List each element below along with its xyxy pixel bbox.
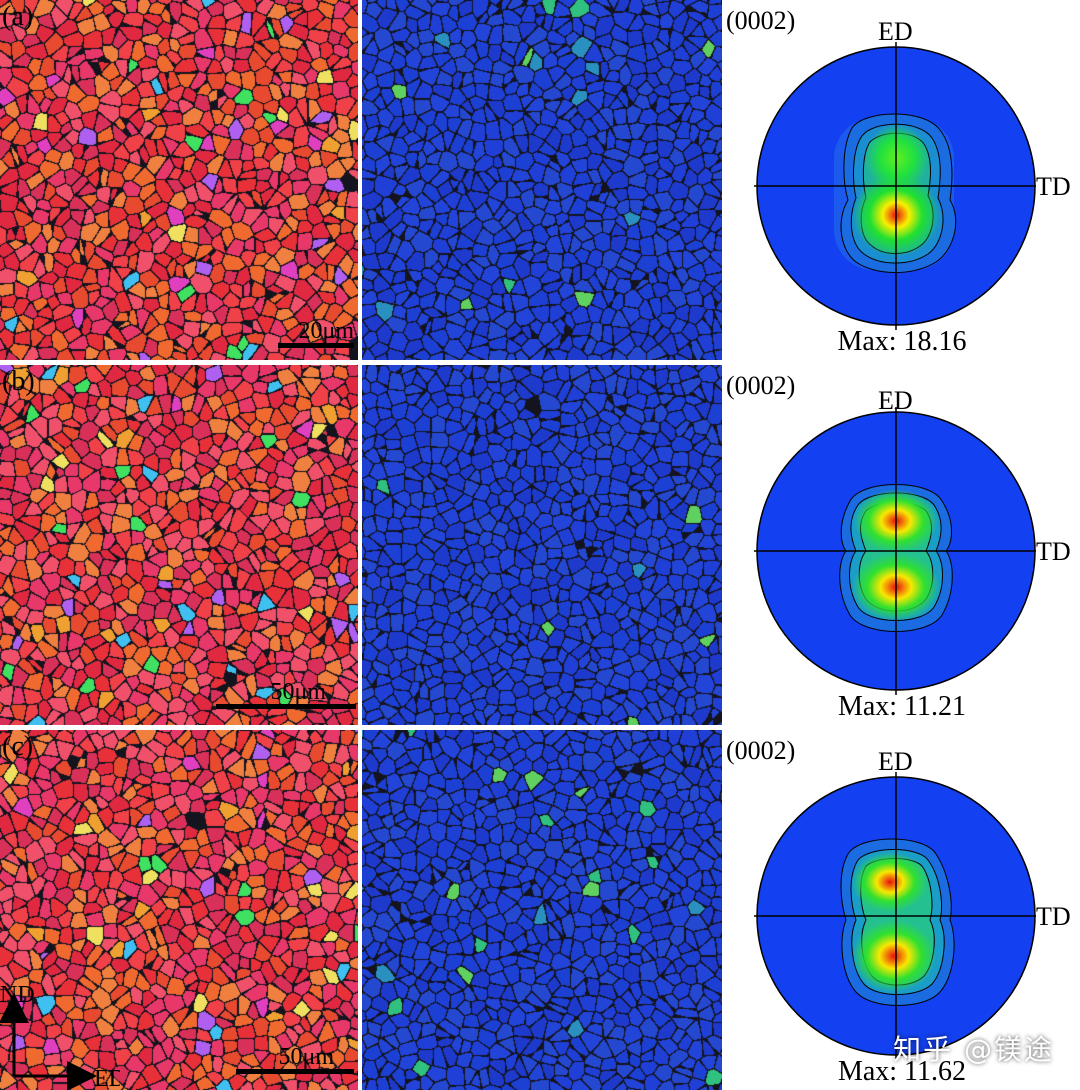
plane-label: (0002) [726, 371, 796, 400]
pole-figure-a: (0002) [724, 0, 1080, 360]
kam-map-c [362, 730, 722, 1090]
scale-bar: 50μm [236, 1044, 354, 1074]
ed-axis-label: ED [94, 1066, 120, 1090]
kam-map-a [362, 0, 722, 360]
ipf-grain-image [0, 730, 358, 1090]
max-density-label: Max: 18.16 [837, 326, 967, 357]
kam-grain-image [362, 730, 722, 1090]
pole-figure-c: (0002) ED TD Max: 11.62 [724, 730, 1080, 1090]
pole-figure-b: (0002) ED TD Max: 11.21 [724, 365, 1080, 725]
td-label: TD [1036, 902, 1071, 931]
scale-bar-label: 50μm [278, 1044, 334, 1070]
ipf-grain-image [0, 0, 358, 360]
scale-bar-line [216, 704, 356, 709]
plane-label: (0002) [726, 736, 796, 765]
texture-peak-lower [852, 920, 936, 992]
panel-letter: (c) [2, 731, 34, 762]
figure-row-a: (a) 20μm (0002) [0, 0, 1080, 360]
pole-figure-plot: ED TD [754, 17, 1071, 330]
ipf-map-c: (c) 50μm ND ED [0, 730, 358, 1090]
sample-axes: ND ED [0, 982, 120, 1090]
scale-bar-line [236, 1069, 354, 1074]
ipf-grain-image [0, 365, 358, 725]
scale-bar: 50μm [216, 679, 356, 709]
plane-label: (0002) [726, 6, 796, 35]
kam-map-b [362, 365, 722, 725]
figure-row-b: (b) 50μm (0002) [0, 365, 1080, 725]
scale-bar-label: 20μm [298, 318, 354, 344]
ed-label: ED [878, 17, 913, 46]
ed-label: ED [878, 386, 913, 415]
watermark: 知乎 @镁途 [893, 1033, 1054, 1066]
pole-figure-plot: ED TD [754, 386, 1071, 695]
scale-bar-line [278, 343, 354, 348]
ed-label: ED [878, 747, 913, 776]
pole-figure-plot: ED TD [754, 747, 1071, 1060]
scale-bar-label: 50μm [270, 679, 326, 705]
td-label: TD [1036, 172, 1071, 201]
max-density-label: Max: 11.21 [837, 691, 967, 722]
texture-peak-upper [865, 124, 929, 192]
ipf-map-a: (a) 20μm [0, 0, 358, 360]
ipf-map-b: (b) 50μm [0, 365, 358, 725]
panel-letter: (a) [2, 1, 34, 32]
nd-label: ND [0, 982, 35, 1008]
texture-peak-upper [852, 852, 928, 912]
kam-grain-image [362, 365, 722, 725]
td-label: TD [1036, 537, 1071, 566]
scale-bar: 20μm [278, 318, 354, 348]
kam-grain-image [362, 0, 722, 360]
panel-letter: (b) [2, 366, 35, 397]
max-density-label: Max: 11.62 [837, 1056, 967, 1087]
figure-row-c: (c) 50μm ND ED (0002) [0, 730, 1080, 1090]
